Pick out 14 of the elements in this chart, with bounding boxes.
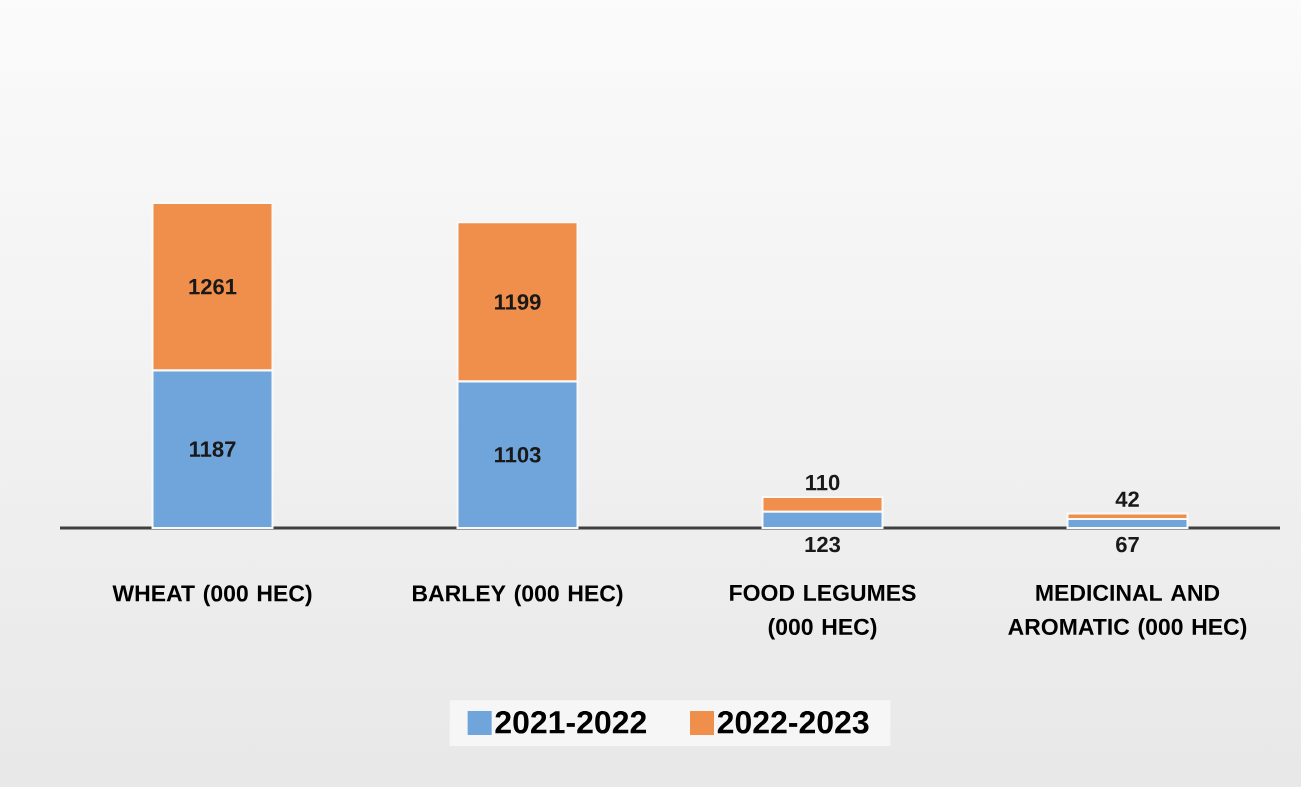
data-label: 67 (1116, 536, 1139, 553)
data-label: 1199 (495, 294, 541, 310)
data-label: 1187 (190, 441, 236, 457)
data-label: 110 (806, 474, 840, 491)
x-tick-label: WHEAT (000 HEC) (112, 584, 312, 607)
data-label: 42 (1115, 491, 1139, 507)
x-tick-label: BARLEY (000 HEC) (412, 584, 623, 607)
data-label: 1103 (495, 446, 541, 463)
legend-label: 2022-2023 (717, 710, 869, 734)
x-tick-label: MEDICINAL AND AROMATIC (000 HEC) (1008, 584, 1247, 640)
data-label: 123 (805, 536, 841, 553)
x-tick-label: FOOD LEGUMES (000 HEC) (730, 584, 916, 640)
data-label: 1261 (189, 278, 237, 295)
legend-label: 2021-2022 (495, 710, 647, 734)
